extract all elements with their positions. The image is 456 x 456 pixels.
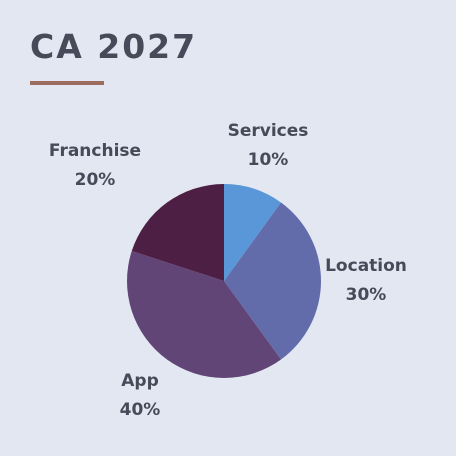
chart-title: CA 2027 [30, 27, 198, 66]
slice-label-services-name: Services [227, 121, 309, 141]
slice-label-services: Services 10% [228, 117, 309, 175]
pie-slices [127, 184, 321, 378]
slice-label-app-value: 40% [119, 400, 161, 420]
slice-label-services-value: 10% [247, 150, 289, 170]
slice-label-franchise-name: Franchise [48, 141, 142, 161]
slice-label-app-name: App [121, 371, 159, 391]
pie-slice-franchise [131, 184, 224, 281]
slice-label-location-name: Location [325, 256, 407, 276]
slice-label-app: App 40% [120, 367, 161, 425]
slice-label-location-value: 30% [345, 285, 387, 305]
pie-slice-app [127, 251, 282, 378]
title-underline [30, 81, 104, 85]
slice-label-location: Location 30% [325, 252, 407, 310]
slice-label-franchise: Franchise 20% [49, 137, 141, 195]
pie-slice-services [224, 184, 282, 281]
pie-slice-location [224, 202, 321, 360]
slice-label-franchise-value: 20% [74, 170, 116, 190]
